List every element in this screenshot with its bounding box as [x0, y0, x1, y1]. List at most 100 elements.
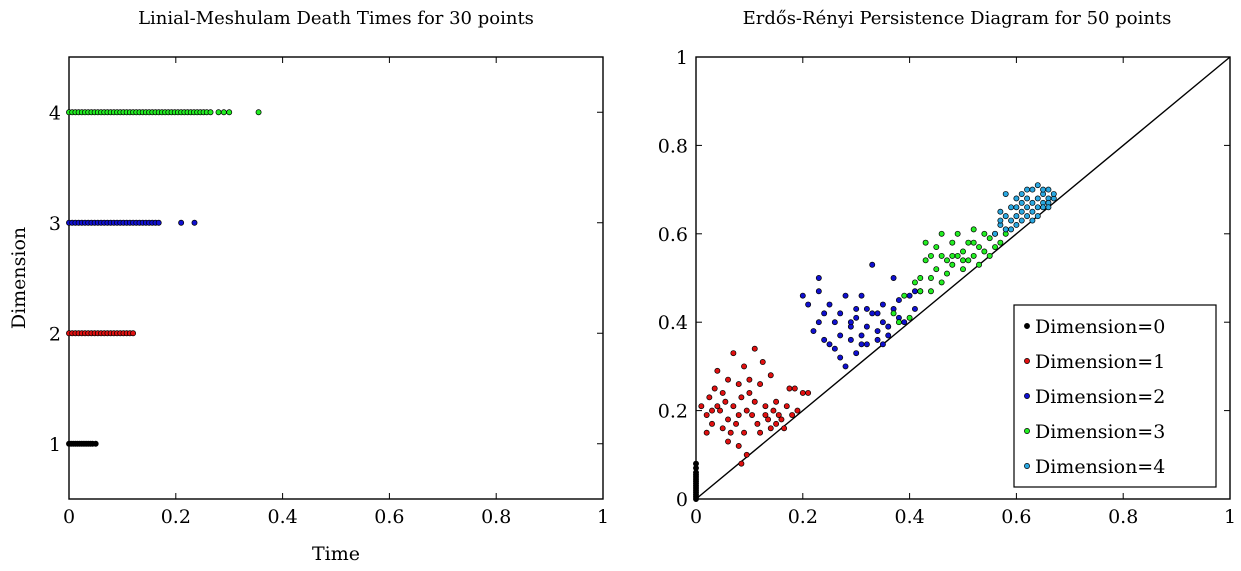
data-point-dim-4	[1024, 213, 1031, 220]
chart-erdos-renyi: Erdős-Rényi Persistence Diagram for 50 p…	[658, 8, 1236, 528]
data-point-dim-4	[1018, 217, 1025, 224]
data-point-dim-3	[928, 252, 934, 259]
legend-label: Dimension=0	[1035, 316, 1165, 338]
x-axis: 0 0.2 0.4 0.6 0.8 1	[690, 57, 1236, 528]
data-point-dim-4	[1045, 204, 1052, 211]
data-point-dim-2	[863, 323, 870, 330]
data-point-dim-4	[1040, 204, 1047, 211]
data-point-dim-1	[743, 407, 750, 414]
data-point-dim-2	[874, 336, 881, 343]
data-point-dim-4	[1018, 208, 1025, 215]
data-point-dim-1	[735, 412, 742, 418]
data-point-dim-3	[944, 257, 950, 264]
data-point-dim-0	[693, 460, 699, 467]
data-point-dim-2	[847, 319, 854, 326]
y-tick-label: 4	[49, 102, 61, 124]
data-point-dim-3	[970, 226, 977, 233]
data-point-dim-2	[837, 354, 844, 361]
legend-marker	[1024, 323, 1030, 329]
data-point-dim-1	[725, 416, 731, 423]
data-point-dim-4	[1008, 226, 1015, 233]
legend-item: Dimension=3	[1024, 421, 1165, 443]
data-point-dim-1	[714, 403, 721, 410]
data-point-dim-3	[960, 266, 966, 273]
data-point-dim-1	[741, 363, 748, 370]
x-tick-label: 0.2	[161, 506, 191, 528]
data-point-dim-2	[847, 336, 854, 343]
data-point-dim-3	[155, 219, 162, 226]
data-point-dim-3	[917, 288, 924, 295]
data-point-dim-2	[885, 323, 892, 330]
data-point-dim-4	[1002, 226, 1009, 233]
data-point-dim-1	[722, 398, 729, 405]
data-point-dim-1	[778, 416, 785, 423]
data-point-dim-1	[757, 429, 764, 436]
data-point-dim-1	[773, 420, 780, 427]
y-axis: 0 0.2 0.4 0.6 0.8 1	[658, 47, 1230, 511]
x-axis: 0 0.2 0.4 0.6 0.8 1	[63, 57, 609, 528]
x-tick-label: 0	[690, 506, 702, 528]
x-tick-label: 0.2	[788, 506, 818, 528]
data-point-dim-1	[733, 420, 740, 427]
data-point-dim-3	[960, 257, 966, 264]
data-point-dim-2	[869, 310, 876, 317]
data-point-dim-2	[837, 310, 844, 317]
legend-label: Dimension=1	[1035, 351, 1165, 373]
data-point-dim-3	[938, 230, 945, 237]
data-point-dim-3	[933, 244, 940, 251]
data-point-dim-3	[944, 270, 950, 277]
legend-box	[1013, 304, 1217, 488]
data-point-dim-4	[1029, 199, 1036, 206]
data-point-dim-3	[191, 219, 198, 226]
data-point-dim-3	[901, 292, 908, 299]
data-point-dim-2	[879, 319, 886, 326]
data-point-dim-1	[743, 451, 750, 458]
x-tick-label: 0.6	[374, 506, 404, 528]
y-tick-label: 3	[49, 213, 61, 235]
data-point-dim-3	[954, 230, 961, 237]
chart-title: Erdős-Rényi Persistence Diagram for 50 p…	[743, 8, 1172, 29]
data-point-dim-1	[719, 425, 726, 432]
data-point-dim-1	[767, 372, 774, 379]
data-point-dim-4	[1040, 186, 1047, 193]
y-tick-label: 0.4	[658, 312, 688, 334]
data-point-dim-4	[1002, 213, 1009, 220]
data-point-dim-1	[759, 359, 766, 365]
y-tick-label: 2	[49, 323, 61, 345]
data-point-dim-4	[1034, 213, 1041, 220]
data-point-dim-1	[703, 429, 710, 436]
data-point-dim-1	[783, 403, 790, 410]
data-point-dim-4	[997, 208, 1004, 215]
data-point-dim-3	[949, 252, 956, 259]
legend-marker	[1024, 428, 1030, 434]
data-point-dim-1	[770, 407, 777, 414]
data-point-dim-2	[890, 275, 897, 281]
plot-frame	[68, 56, 604, 500]
data-point-dim-3	[970, 239, 977, 246]
data-point-dim-3	[986, 252, 993, 259]
data-point-dim-1	[773, 398, 780, 405]
data-point-dim-2	[911, 288, 918, 295]
legend-item: Dimension=4	[1024, 456, 1165, 478]
data-point-dim-3	[997, 239, 1004, 246]
data-point-dim-1	[749, 412, 756, 418]
data-point-dim-1	[751, 345, 758, 352]
chart-title: Linial-Meshulam Death Times for 30 point…	[138, 8, 534, 29]
data-point-dim-1	[794, 407, 801, 414]
data-point-dim-1	[751, 398, 758, 405]
data-point-dim-3	[976, 261, 982, 268]
data-point-dim-2	[901, 319, 908, 326]
data-point-dim-2	[853, 314, 860, 321]
data-point-dim-4	[1034, 204, 1041, 211]
data-point-dim-2	[853, 350, 860, 357]
plot-frame	[695, 56, 1231, 500]
data-points	[66, 109, 262, 447]
data-point-dim-4	[1029, 186, 1036, 193]
data-point-dim-3	[986, 235, 993, 242]
y-tick-label: 1	[49, 434, 61, 456]
data-point-dim-3	[992, 244, 998, 251]
data-point-dim-4	[215, 109, 222, 116]
data-point-dim-4	[1013, 213, 1020, 220]
data-point-dim-2	[853, 305, 860, 312]
